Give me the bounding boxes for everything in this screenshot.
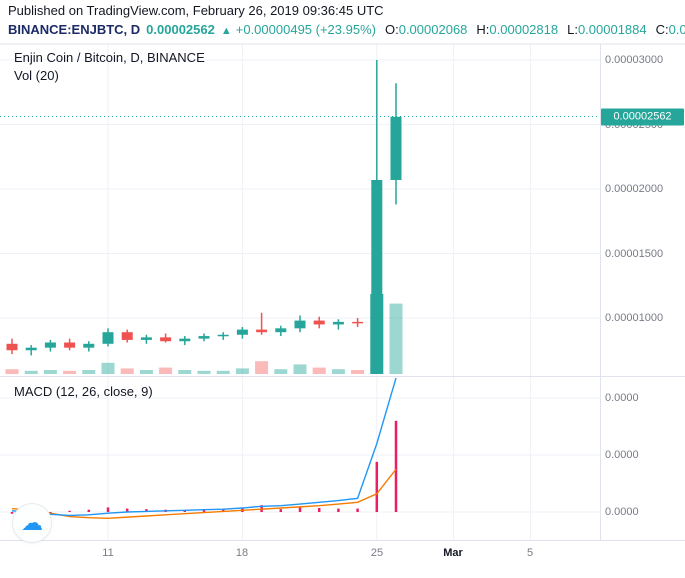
candle-body xyxy=(352,321,364,324)
low-label: L: xyxy=(567,22,578,37)
macd-line xyxy=(11,377,397,517)
volume-indicator-label[interactable]: Vol (20) xyxy=(14,68,59,83)
time-axis-label-month: Mar xyxy=(443,547,463,559)
volume-bar xyxy=(235,368,249,374)
volume-bar xyxy=(351,370,365,374)
ohlc-close: C:0.00002562 xyxy=(656,22,685,37)
time-axis-label: 5 xyxy=(526,547,534,559)
macd-histogram-bar xyxy=(298,507,302,512)
macd-axis-label: 0.0000 xyxy=(605,506,639,518)
macd-histogram-bar xyxy=(68,510,71,512)
candle-body xyxy=(160,337,172,342)
ohlc-high: H:0.00002818 xyxy=(476,22,558,37)
macd-histogram-bar xyxy=(10,512,14,514)
candle-body xyxy=(179,338,191,342)
candle-body xyxy=(313,320,325,325)
time-axis-label: 25 xyxy=(370,547,384,559)
high-value: 0.00002818 xyxy=(489,22,559,37)
symbol-name[interactable]: BINANCE:ENJBTC, D xyxy=(8,22,141,37)
macd-histogram-bar xyxy=(202,509,206,512)
last-price: 0.00002562 xyxy=(146,22,215,37)
tradingview-cloud-icon: ☁ xyxy=(21,510,43,535)
candle-body xyxy=(256,329,268,333)
volume-bar xyxy=(43,370,57,374)
tradingview-logo[interactable]: ☁ xyxy=(12,503,52,543)
candle-body xyxy=(294,320,306,329)
close-label: C: xyxy=(655,22,669,37)
open-label: O: xyxy=(384,22,399,37)
macd-histogram-bar xyxy=(279,509,283,512)
price-axis-label: 0.00003000 xyxy=(605,54,664,66)
volume-bar xyxy=(255,361,269,374)
volume-bar xyxy=(139,370,153,374)
volume-bar xyxy=(331,369,345,374)
candle-body xyxy=(121,332,133,340)
volume-bar xyxy=(63,370,77,374)
low-value: 0.00001884 xyxy=(577,22,647,37)
time-axis[interactable]: 11 18 25 Mar 5 xyxy=(0,541,685,578)
macd-histogram-bar xyxy=(221,509,225,512)
price-change: +0.00000495 (+23.95%) xyxy=(235,22,376,37)
volume-bar xyxy=(389,303,403,374)
macd-histogram-bar xyxy=(183,510,187,512)
candle-body xyxy=(102,332,114,344)
candle-body xyxy=(217,334,229,337)
candle-body xyxy=(83,343,95,348)
volume-bar xyxy=(159,367,173,374)
open-value: 0.00002068 xyxy=(398,22,468,37)
macd-axis-label: 0.0000 xyxy=(605,449,639,461)
volume-bar xyxy=(120,368,134,374)
candle-body xyxy=(236,329,248,335)
macd-histogram-bar xyxy=(145,509,148,512)
candle-body xyxy=(198,336,210,339)
volume-bar xyxy=(178,370,192,374)
close-value: 0.00002562 xyxy=(668,22,685,37)
time-axis-label: 11 xyxy=(102,547,114,559)
macd-histogram-bar xyxy=(106,507,110,512)
ohlc-low: L:0.00001884 xyxy=(567,22,647,37)
volume-bar xyxy=(24,370,38,374)
macd-histogram-bar xyxy=(394,420,398,512)
candle-body xyxy=(371,179,383,324)
candle-body xyxy=(6,343,18,351)
up-arrow-icon: ▲ xyxy=(220,25,232,37)
last-price-badge: 0.00002562 xyxy=(601,108,684,125)
volume-bar xyxy=(312,367,326,374)
macd-histogram-bar xyxy=(125,508,129,512)
macd-histogram-bar xyxy=(375,461,379,512)
volume-bar xyxy=(5,369,19,374)
volume-bar xyxy=(274,369,288,374)
macd-histogram-bar xyxy=(87,509,91,512)
candle-body xyxy=(332,321,344,325)
price-axis-label: 0.00001500 xyxy=(605,247,664,260)
candle-body xyxy=(275,328,287,333)
macd-axis-label: 0.0000 xyxy=(605,392,639,404)
macd-histogram-bar xyxy=(317,508,321,512)
volume-bar xyxy=(293,364,307,374)
published-caption: Published on TradingView.com, February 2… xyxy=(8,3,384,18)
volume-bar xyxy=(197,370,211,374)
candle-body xyxy=(390,116,402,180)
candle-body xyxy=(64,342,76,348)
macd-signal-line xyxy=(11,468,397,519)
volume-bar xyxy=(82,370,96,374)
candle-body xyxy=(140,337,152,340)
macd-histogram-bar xyxy=(356,508,359,512)
main-pane-title[interactable]: Enjin Coin / Bitcoin, D, BINANCE xyxy=(14,50,205,65)
macd-indicator-label[interactable]: MACD (12, 26, close, 9) xyxy=(14,384,153,399)
high-label: H: xyxy=(476,22,490,37)
price-axis-label: 0.00001000 xyxy=(605,312,664,324)
price-axis[interactable]: 0.00003000 0.00002500 0.00002000 0.00001… xyxy=(600,44,685,541)
symbol-info-bar: BINANCE:ENJBTC, D 0.00002562 ▲ +0.00000495 … xyxy=(8,22,685,37)
macd-histogram-bar xyxy=(337,508,340,512)
volume-bar xyxy=(101,362,115,374)
time-axis-label: 18 xyxy=(235,547,249,559)
volume-bar xyxy=(216,370,230,374)
candle-body xyxy=(44,342,56,348)
candle-body xyxy=(25,347,37,351)
price-axis-label: 0.00002000 xyxy=(605,183,664,195)
ohlc-open: O:0.00002068 xyxy=(385,22,467,37)
